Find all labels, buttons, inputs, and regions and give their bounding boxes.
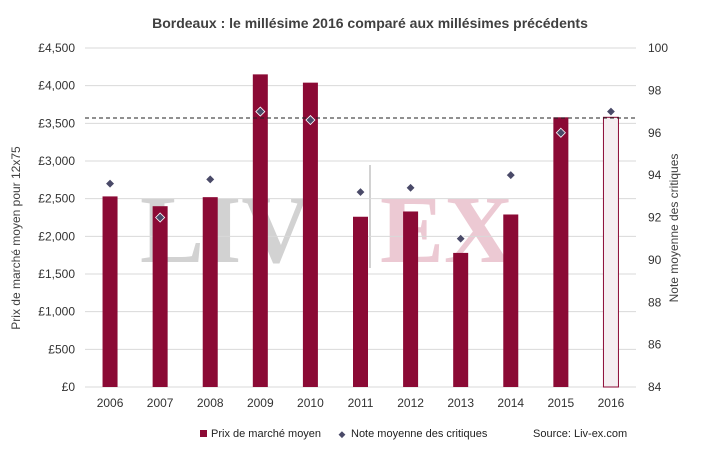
legend-marker-swatch: ◆ — [339, 429, 346, 439]
y-axis-title: Prix de marché moyen pour 12x75 — [9, 146, 23, 330]
x-tick-label: 2009 — [247, 396, 274, 410]
y-tick-label: £4,000 — [38, 79, 75, 93]
x-axis-ticks: 2006 2007 2008 2009 2010 2011 2012 2013 2014 2015… — [97, 396, 625, 410]
y2-tick-label: 100 — [648, 41, 668, 55]
y2-tick-label: 96 — [648, 126, 662, 140]
watermark-right: EX — [380, 176, 513, 283]
y-tick-label: £3,500 — [38, 116, 75, 130]
bar — [503, 214, 519, 387]
y2-tick-label: 86 — [648, 338, 662, 352]
x-tick-label: 2015 — [548, 396, 575, 410]
y-tick-label: £1,500 — [38, 267, 75, 281]
x-tick-label: 2010 — [297, 396, 324, 410]
y2-axis-ticks: 84 86 88 90 92 94 96 98 100 — [648, 41, 668, 394]
score-marker — [205, 174, 216, 185]
x-tick-label: 2013 — [447, 396, 474, 410]
y2-tick-label: 84 — [648, 380, 662, 394]
score-marker — [455, 233, 466, 244]
chart-title: Bordeaux : le millésime 2016 comparé aux… — [152, 15, 588, 31]
score-marker — [555, 127, 566, 138]
y-tick-label: £2,500 — [38, 192, 75, 206]
bar — [453, 252, 469, 387]
markers — [104, 106, 617, 244]
x-tick-label: 2014 — [497, 396, 524, 410]
y-tick-label: £4,500 — [38, 41, 75, 55]
y-axis-ticks: £0 £500 £1,000 £1,500 £2,000 £2,500 £3,000 £3,5… — [38, 41, 75, 394]
bars — [102, 74, 619, 388]
legend-bar-label: Prix de marché moyen — [211, 428, 321, 440]
legend: Prix de marché moyen ◆ Note moyenne des … — [200, 428, 488, 440]
legend-bar-swatch — [200, 430, 207, 437]
score-marker — [355, 187, 366, 198]
bar — [302, 82, 318, 388]
grid — [85, 47, 636, 388]
bar — [252, 74, 268, 387]
y2-tick-label: 88 — [648, 295, 662, 309]
y-tick-label: £3,000 — [38, 154, 75, 168]
score-marker — [605, 106, 617, 117]
y2-tick-label: 98 — [648, 83, 662, 97]
x-tick-label: 2011 — [348, 396, 374, 410]
bar — [202, 197, 218, 387]
y-tick-label: £2,000 — [38, 229, 75, 243]
legend-marker-label: Note moyenne des critiques — [351, 428, 488, 440]
x-tick-label: 2012 — [397, 396, 424, 410]
bar — [102, 196, 118, 387]
bar — [353, 216, 368, 387]
score-marker — [255, 106, 266, 117]
y2-axis-title: Note moyenne des critiques — [667, 154, 681, 303]
x-tick-label: 2006 — [97, 396, 124, 410]
score-marker — [305, 114, 316, 126]
watermark: LIV EX — [140, 165, 513, 283]
y2-tick-label: 92 — [648, 211, 662, 225]
y2-tick-label: 94 — [648, 168, 662, 182]
watermark-left: LIV — [140, 176, 311, 283]
bar — [602, 116, 619, 388]
score-marker — [104, 178, 116, 189]
bar — [403, 211, 419, 387]
y2-tick-label: 90 — [648, 253, 662, 267]
bar — [553, 117, 569, 387]
x-tick-label: 2007 — [147, 396, 174, 410]
source-note: Source: Liv-ex.com — [533, 428, 627, 440]
score-marker — [155, 212, 166, 223]
y-tick-label: £500 — [48, 342, 75, 356]
y-tick-label: £1,000 — [38, 305, 75, 319]
x-tick-label: 2016 — [598, 396, 625, 410]
y-tick-label: £0 — [62, 380, 76, 394]
score-marker — [505, 170, 516, 181]
x-tick-label: 2008 — [197, 396, 224, 410]
bar — [152, 206, 168, 387]
score-marker — [405, 182, 416, 193]
